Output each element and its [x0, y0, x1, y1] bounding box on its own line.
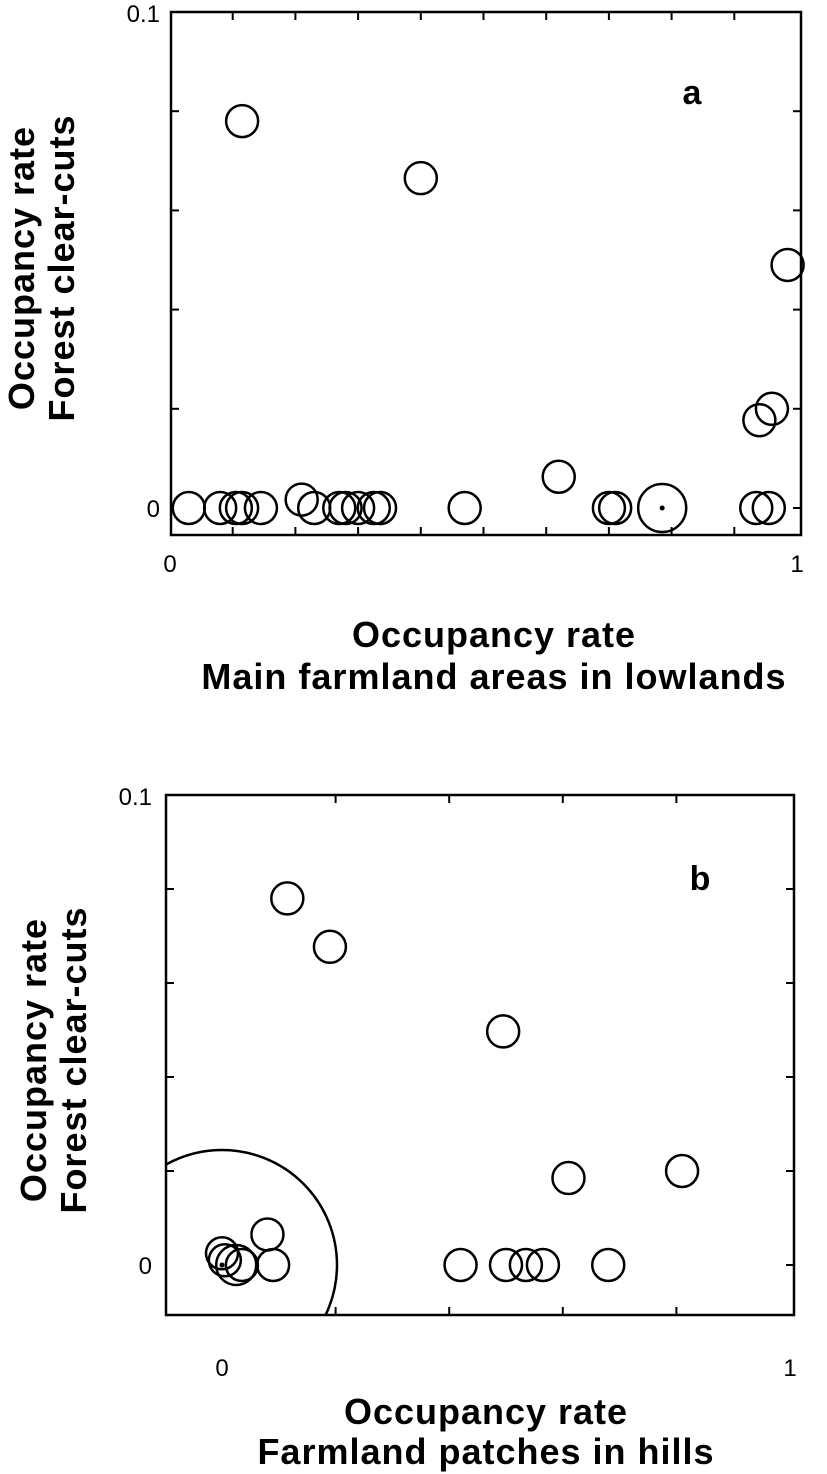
panel-b-x-tick-label-zero: 0	[215, 1355, 228, 1382]
panel-a-data-point	[328, 490, 363, 526]
panel-a-data-point	[224, 490, 260, 526]
panel-a-label: a	[683, 74, 703, 112]
panel-a-plot-frame	[169, 10, 803, 537]
panel-b-data-point	[443, 1247, 478, 1283]
panel-a-data-point	[754, 391, 790, 427]
panel-a-x-axis-label-line1: Occupancy rate	[352, 614, 636, 655]
panel-b-data-point-center	[219, 1262, 225, 1268]
panel-a-data-point	[636, 482, 688, 534]
panel-b-data-point	[270, 881, 305, 916]
panel-b-data-point	[525, 1247, 561, 1283]
panel-a-data-point	[447, 490, 482, 526]
panel-a-data-point	[340, 490, 376, 526]
panel-b-chart: 0.1 0 0 1 b Occupancy rate Farmland patc…	[13, 784, 797, 1472]
panel-b-y-tick-label-top: 0.1	[119, 784, 152, 811]
panel-b-x-axis-label-line1: Occupancy rate	[344, 1391, 628, 1432]
panel-b-points	[166, 881, 700, 1315]
panel-b-data-point	[488, 1247, 524, 1283]
panel-a-data-point	[224, 103, 260, 139]
panel-a-x-axis-label-line2: Main farmland areas in lowlands	[201, 656, 786, 697]
panel-a-data-point	[171, 490, 207, 526]
panel-a-data-point	[362, 490, 398, 526]
panel-a-data-point	[243, 490, 279, 526]
panel-b-x-axis-label-line2: Farmland patches in hills	[257, 1431, 714, 1472]
panel-a-data-point	[751, 490, 787, 526]
panel-a-y-axis-label-line1: Occupancy rate	[1, 126, 42, 410]
panel-b-data-point	[590, 1247, 626, 1283]
panel-a-ticks	[171, 12, 801, 535]
panel-a-data-point	[770, 247, 805, 283]
panel-b-data-point	[508, 1247, 544, 1283]
panel-b-y-axis-label-line1: Occupancy rate	[13, 918, 54, 1202]
panel-a-y-axis-label-line2: Forest clear-cuts	[41, 114, 82, 421]
panel-b-ticks	[166, 795, 794, 1315]
panel-a-data-point	[284, 482, 319, 517]
panel-a-data-point	[541, 459, 576, 495]
panel-b-data-point	[551, 1160, 586, 1196]
panel-b-data-point	[224, 1247, 260, 1283]
panel-b-data-point	[166, 1148, 339, 1315]
panel-a-points	[171, 103, 805, 534]
panel-b-x-tick-label-one: 1	[783, 1355, 796, 1382]
panel-a-x-tick-label-zero: 0	[163, 551, 176, 578]
panel-b-data-point	[207, 1243, 243, 1278]
panel-b-plot-frame	[164, 793, 796, 1317]
panel-a-data-point	[202, 490, 238, 526]
panel-a-data-point	[742, 402, 777, 438]
panel-b-y-axis-label-line2: Forest clear-cuts	[53, 906, 94, 1213]
panel-a-chart: 0.1 0 0 1 a Occupancy rate Main farmland…	[1, 1, 805, 697]
panel-b-y-tick-label-zero: 0	[139, 1253, 152, 1280]
panel-a-data-point	[591, 490, 627, 526]
panel-a-data-point	[403, 160, 439, 196]
panel-b-data-point	[485, 1014, 521, 1049]
panel-a-data-point-center	[659, 505, 665, 511]
panel-b-label: b	[690, 860, 711, 898]
panel-a-data-point	[738, 490, 774, 526]
panel-a-y-tick-label-top: 0.1	[127, 1, 160, 28]
panel-b-data-point	[255, 1247, 291, 1283]
panel-b-data-point	[250, 1217, 285, 1252]
panel-a-data-point	[597, 490, 633, 526]
panel-b-data-point	[312, 929, 348, 965]
panel-a-y-tick-label-zero: 0	[147, 496, 160, 523]
panel-a-x-tick-label-one: 1	[790, 551, 803, 578]
panel-b-data-point	[664, 1153, 700, 1189]
panel-a-data-point	[322, 490, 357, 526]
